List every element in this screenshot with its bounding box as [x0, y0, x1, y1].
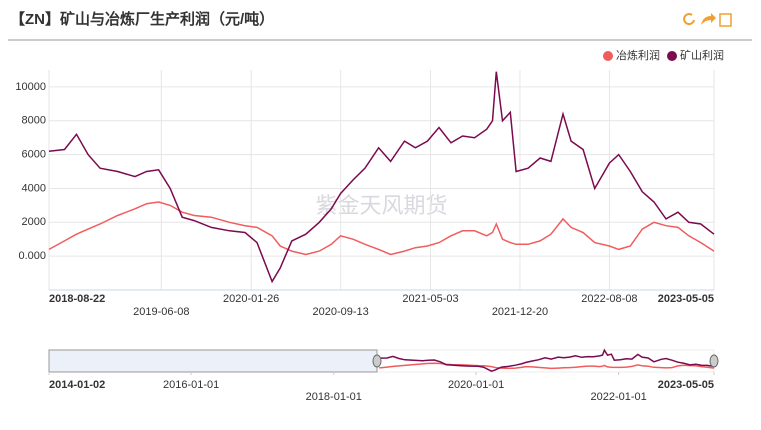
navigator-tick-label: 2022-01-01 [590, 391, 646, 403]
image-icon[interactable] [719, 13, 732, 27]
series-line [48, 201, 715, 256]
legend-label: 冶炼利润 [616, 48, 660, 62]
legend-label: 矿山利润 [680, 48, 724, 62]
x-tick-label: 2018-08-22 [49, 293, 105, 305]
y-tick-label: 8000 [22, 115, 46, 127]
watermark: 紫金天风期货 [315, 193, 447, 218]
navigator-tick-label: 2016-01-01 [163, 379, 219, 391]
refresh-icon[interactable] [683, 13, 695, 26]
x-tick-label: 2022-08-08 [581, 293, 637, 305]
x-tick-label: 2021-12-20 [492, 306, 548, 318]
y-tick-label: 2000 [22, 216, 46, 228]
y-tick-label: 6000 [22, 149, 46, 161]
navigator-tick-label: 2014-01-02 [49, 379, 105, 391]
navigator-handle [709, 354, 719, 368]
navigator-line [379, 362, 715, 370]
y-tick-label: 4000 [22, 182, 46, 194]
legend-marker [603, 51, 613, 61]
y-tick-label: 0.000 [18, 250, 46, 262]
navigator-tick-label: 2018-01-01 [306, 391, 362, 403]
series-line [48, 71, 715, 284]
navigator-tick-label: 2023-05-05 [658, 379, 714, 391]
share-icon[interactable] [701, 13, 716, 25]
navigator-window [48, 349, 378, 373]
navigator-tick-label: 2020-01-01 [448, 379, 504, 391]
x-tick-label: 2021-05-03 [402, 293, 458, 305]
x-tick-label: 2023-05-05 [658, 293, 714, 305]
x-tick-label: 2020-01-26 [223, 293, 279, 305]
legend-marker [667, 51, 677, 61]
toolbar[interactable] [683, 13, 732, 27]
y-tick-label: 10000 [15, 81, 46, 93]
x-tick-label: 2020-09-13 [312, 306, 368, 318]
navigator-line [379, 348, 715, 373]
navigator-handle [372, 354, 382, 368]
chart-title: 【ZN】矿山与冶炼厂生产利润（元/吨） [10, 10, 274, 28]
x-tick-label: 2019-06-08 [133, 306, 189, 318]
